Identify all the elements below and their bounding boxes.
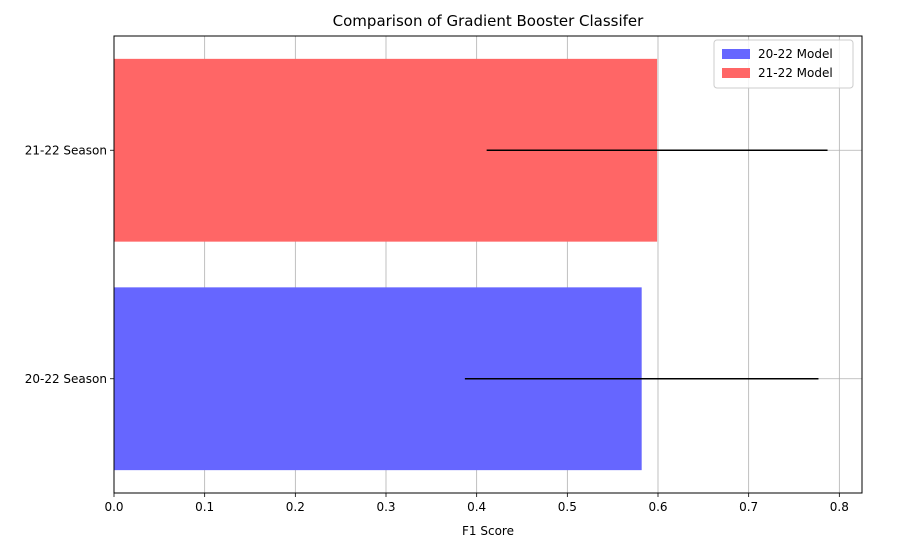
- x-tick-label: 0.4: [467, 500, 486, 514]
- y-tick-label: 21-22 Season: [25, 143, 107, 157]
- legend-swatch: [722, 68, 750, 78]
- x-tick-label: 0.7: [739, 500, 758, 514]
- x-tick-label: 0.8: [830, 500, 849, 514]
- legend-entry: 21-22 Model: [758, 66, 833, 80]
- y-tick-label: 20-22 Season: [25, 372, 107, 386]
- x-tick-label: 0.6: [648, 500, 667, 514]
- bars: [114, 58, 658, 471]
- legend-entry: 20-22 Model: [758, 47, 833, 61]
- x-tick-label: 0.5: [558, 500, 577, 514]
- x-axis-ticks: 0.0 0.1 0.2 0.3 0.4 0.5 0.6 0.7 0.8: [104, 493, 849, 514]
- x-tick-label: 0.1: [195, 500, 214, 514]
- y-axis-ticks: 20-22 Season 21-22 Season: [25, 143, 114, 386]
- x-tick-label: 0.2: [286, 500, 305, 514]
- x-tick-label: 0.3: [376, 500, 395, 514]
- x-axis-label: F1 Score: [462, 524, 514, 538]
- legend-swatch: [722, 49, 750, 59]
- error-bars: [464, 149, 828, 380]
- chart-title: Comparison of Gradient Booster Classifer: [333, 12, 645, 30]
- x-tick-label: 0.0: [104, 500, 123, 514]
- legend: 20-22 Model 21-22 Model: [713, 39, 854, 89]
- plot-area-frame: [113, 35, 863, 494]
